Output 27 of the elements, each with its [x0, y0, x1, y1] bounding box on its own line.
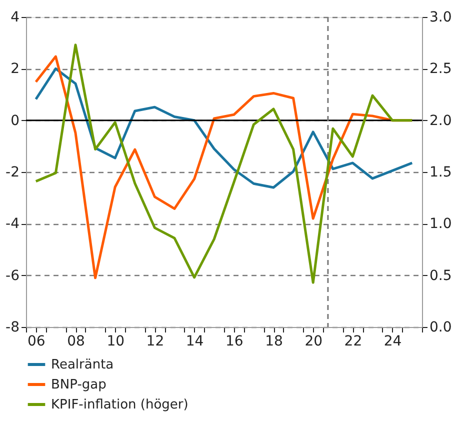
y2-tick-label: 1.0 — [430, 216, 452, 232]
y-tick-label: -6 — [6, 268, 20, 284]
y2-tick-label: 2.5 — [430, 61, 452, 78]
y-tick-label: -2 — [6, 164, 20, 180]
legend-label: BNP-gap — [51, 378, 106, 392]
y2-tick-label: 0.0 — [430, 320, 452, 336]
x-tick-label: 20 — [304, 334, 323, 350]
y2-tick-label: 3.0 — [430, 10, 452, 26]
legend-label: Realränta — [51, 358, 114, 372]
y2-tick-label: 1.5 — [430, 164, 452, 180]
x-tick-label: 12 — [146, 334, 164, 350]
y-tick-label: -8 — [6, 320, 20, 336]
x-tick-label: 18 — [265, 334, 283, 350]
x-tick-label: 14 — [186, 334, 204, 350]
y-tick-label: -4 — [6, 216, 20, 232]
x-tick-label: 08 — [67, 334, 85, 350]
x-tick-label: 24 — [384, 334, 402, 350]
y2-tick-label: 2.0 — [430, 112, 452, 129]
y-tick-label: 2 — [10, 61, 20, 78]
y-tick-label: 4 — [10, 10, 20, 26]
x-tick-label: 06 — [27, 334, 46, 350]
x-tick-label: 16 — [225, 334, 244, 350]
legend-label: KPIF-inflation (höger) — [51, 398, 188, 412]
x-tick-label: 22 — [344, 334, 362, 350]
y-tick-label: 0 — [10, 112, 20, 129]
y2-tick-label: 0.5 — [430, 268, 452, 284]
x-tick-label: 10 — [106, 334, 125, 350]
